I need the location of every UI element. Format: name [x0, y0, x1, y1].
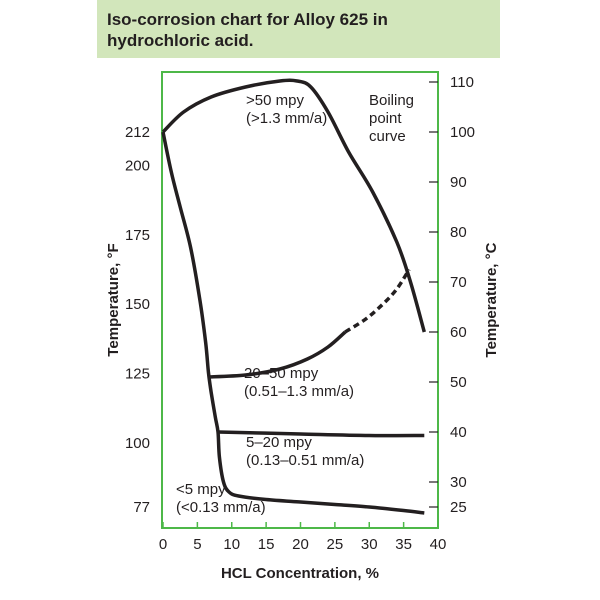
annotation-above50: (>1.3 mm/a) — [246, 110, 327, 127]
x-axis-label: HCL Concentration, % — [221, 565, 379, 582]
annotation-boiling: Boiling — [369, 92, 414, 109]
y-axis-label-right: Temperature, °C — [483, 242, 500, 357]
x-tick-label: 15 — [258, 536, 275, 553]
chart-title: Iso-corrosion chart for Alloy 625 in hyd… — [107, 10, 388, 50]
annotation-range5_20: 5–20 mpy — [246, 434, 312, 451]
y-left-tick-label: 200 — [125, 158, 150, 175]
series-line-3 — [344, 268, 411, 334]
y-right-tick-label: 50 — [450, 374, 467, 391]
annotation-above50: >50 mpy — [246, 92, 304, 109]
y-right-tick-label: 80 — [450, 224, 467, 241]
annotation-range20_50: (0.51–1.3 mm/a) — [244, 383, 354, 400]
y-right-tick-label: 90 — [450, 174, 467, 191]
y-right-tick-label: 40 — [450, 424, 467, 441]
annotation-boiling: curve — [369, 128, 406, 145]
y-right-tick-label: 70 — [450, 274, 467, 291]
y-left-tick-label: 175 — [125, 227, 150, 244]
annotation-range20_50: 20–50 mpy — [244, 365, 319, 382]
title-band: Iso-corrosion chart for Alloy 625 in hyd… — [97, 0, 500, 58]
y-right-tick-label: 100 — [450, 124, 475, 141]
annotation-below5: <5 mpy — [176, 481, 226, 498]
y-left-tick-label: 150 — [125, 296, 150, 313]
y-right-tick-label: 25 — [450, 499, 467, 516]
y-right-tick-label: 30 — [450, 474, 467, 491]
y-left-tick-label: 125 — [125, 366, 150, 383]
x-tick-label: 20 — [292, 536, 309, 553]
x-tick-label: 25 — [327, 536, 344, 553]
annotation-boiling: point — [369, 110, 402, 127]
y-left-tick-label: 77 — [133, 499, 150, 516]
y-right-tick-label: 110 — [450, 74, 474, 91]
series-line-0 — [161, 78, 426, 333]
annotation-range5_20: (0.13–0.51 mm/a) — [246, 452, 364, 469]
y-right-tick-label: 60 — [450, 324, 467, 341]
x-tick-label: 10 — [223, 536, 240, 553]
x-tick-label: 35 — [395, 536, 412, 553]
series-line-4 — [217, 430, 425, 438]
y-left-tick-label: 212 — [125, 124, 150, 141]
series-line-2 — [207, 330, 347, 379]
x-tick-label: 0 — [159, 536, 167, 553]
x-tick-label: 40 — [430, 536, 447, 553]
series-line-1 — [161, 131, 425, 515]
x-tick-label: 30 — [361, 536, 378, 553]
y-axis-label-left: Temperature, °F — [105, 243, 122, 356]
annotation-below5: (<0.13 mm/a) — [176, 499, 266, 516]
x-tick-label: 5 — [193, 536, 201, 553]
y-left-tick-label: 100 — [125, 435, 150, 452]
